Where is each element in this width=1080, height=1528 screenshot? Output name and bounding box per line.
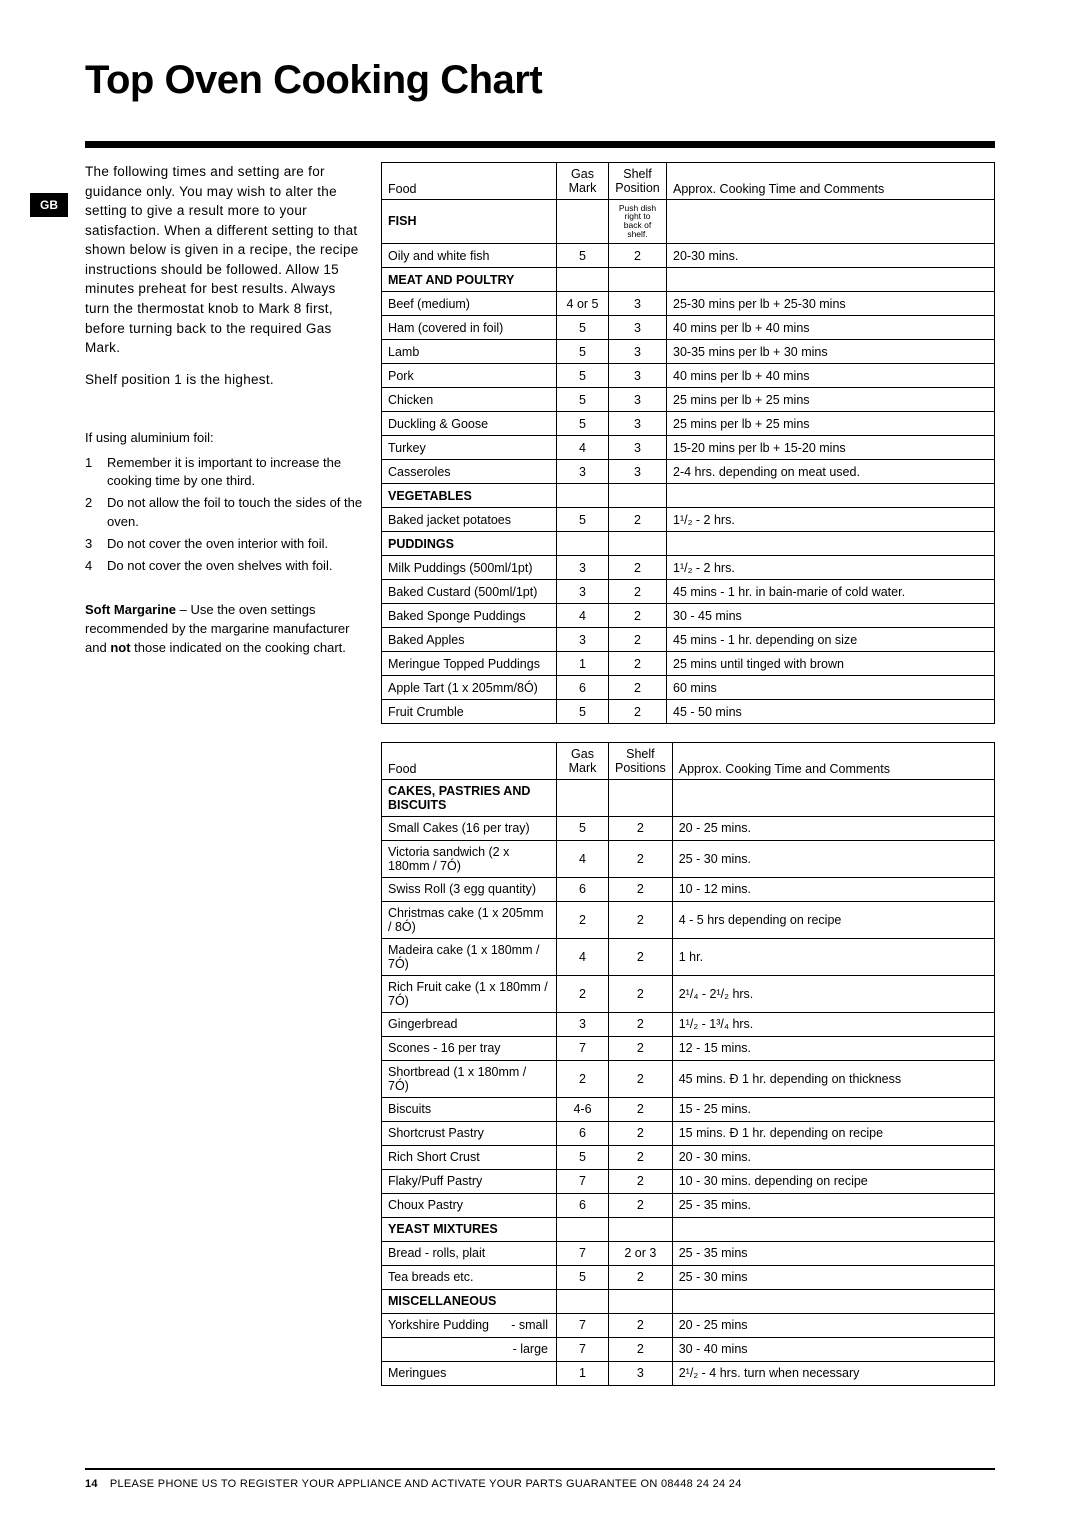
table-row: Yorkshire Pudding- small7220 - 25 mins [382,1313,995,1337]
table-row: Meringues132¹/₂ - 4 hrs. turn when neces… [382,1361,995,1385]
section-row: Vegetables [382,484,995,508]
tables-column: FoodGasMarkShelfPositionApprox. Cooking … [381,162,995,1404]
table-row: Beef (medium)4 or 5325-30 mins per lb + … [382,292,995,316]
table-row: Choux Pastry6225 - 35 mins. [382,1193,995,1217]
table-row: Swiss Roll (3 egg quantity)6210 - 12 min… [382,877,995,901]
table-row: Madeira cake (1 x 180mm / 7Ó)421 hr. [382,938,995,975]
foil-item: 4Do not cover the oven shelves with foil… [85,557,363,575]
intro-column: The following times and setting are for … [85,162,363,658]
col-shelf: ShelfPosition [609,163,667,200]
margarine-not: not [110,640,130,655]
footer-text: PLEASE PHONE US TO REGISTER YOUR APPLIAN… [110,1478,742,1490]
table-header-row: FoodGasMarkShelfPositionsApprox. Cooking… [382,743,995,780]
col-gas: GasMark [557,163,609,200]
section-row: Puddings [382,532,995,556]
table-row: Pork5340 mins per lb + 40 mins [382,364,995,388]
table-row: Meringue Topped Puddings1225 mins until … [382,652,995,676]
cooking-table-2: FoodGasMarkShelfPositionsApprox. Cooking… [381,742,995,1386]
section-row: Cakes, Pastries and Biscuits [382,779,995,816]
table-row: Ham (covered in foil)5340 mins per lb + … [382,316,995,340]
table-row: Baked Sponge Puddings4230 - 45 mins [382,604,995,628]
table-row: Rich Fruit cake (1 x 180mm / 7Ó)222¹/₄ -… [382,975,995,1012]
table-row: Chicken5325 mins per lb + 25 mins [382,388,995,412]
foil-list: 1Remember it is important to increase th… [85,454,363,575]
table-row: - large7230 - 40 mins [382,1337,995,1361]
table-row: Bread - rolls, plait72 or 325 - 35 mins [382,1241,995,1265]
col-food: Food [382,163,557,200]
table-row: Baked Apples3245 mins - 1 hr. depending … [382,628,995,652]
intro-text: The following times and setting are for … [85,162,363,358]
table-row: Victoria sandwich (2 x 180mm / 7Ó)4225 -… [382,840,995,877]
table-row: Gingerbread321¹/₂ - 1³/₄ hrs. [382,1012,995,1036]
table-header-row: FoodGasMarkShelfPositionApprox. Cooking … [382,163,995,200]
foil-item: 3Do not cover the oven interior with foi… [85,535,363,553]
section-row: FishPush dish right to back of shelf. [382,199,995,244]
table-row: Baked Custard (500ml/1pt)3245 mins - 1 h… [382,580,995,604]
title-rule [85,141,995,148]
table-row: Small Cakes (16 per tray)5220 - 25 mins. [382,816,995,840]
table-row: Shortbread (1 x 180mm / 7Ó)2245 mins. Ð … [382,1060,995,1097]
section-row: Miscellaneous [382,1289,995,1313]
table-row: Apple Tart (1 x 205mm/8Ó)6260 mins [382,676,995,700]
margarine-tail: those indicated on the cooking chart. [131,640,346,655]
shelf-note: Shelf position 1 is the highest. [85,370,363,390]
table-row: Milk Puddings (500ml/1pt)321¹/₂ - 2 hrs. [382,556,995,580]
page-footer: 14 PLEASE PHONE US TO REGISTER YOUR APPL… [85,1468,995,1490]
section-row: Yeast Mixtures [382,1217,995,1241]
table-row: Flaky/Puff Pastry7210 - 30 mins. dependi… [382,1169,995,1193]
table-row: Biscuits4-6215 - 25 mins. [382,1097,995,1121]
table-row: Rich Short Crust5220 - 30 mins. [382,1145,995,1169]
col-time: Approx. Cooking Time and Comments [667,163,995,200]
table-row: Christmas cake (1 x 205mm / 8Ó)224 - 5 h… [382,901,995,938]
page-number: 14 [85,1478,98,1490]
table-row: Turkey4315-20 mins per lb + 15-20 mins [382,436,995,460]
section-row: Meat and Poultry [382,268,995,292]
table-row: Duckling & Goose5325 mins per lb + 25 mi… [382,412,995,436]
table-row: Tea breads etc.5225 - 30 mins [382,1265,995,1289]
table-row: Shortcrust Pastry6215 mins. Ð 1 hr. depe… [382,1121,995,1145]
table-row: Baked jacket potatoes521¹/₂ - 2 hrs. [382,508,995,532]
col-food: Food [382,743,557,780]
margarine-bold: Soft Margarine [85,602,176,617]
cooking-table-1: FoodGasMarkShelfPositionApprox. Cooking … [381,162,995,724]
table-row: Fruit Crumble5245 - 50 mins [382,700,995,724]
region-tab: GB [30,193,68,217]
table-row: Scones - 16 per tray7212 - 15 mins. [382,1036,995,1060]
col-shelf: ShelfPositions [609,743,673,780]
table-row: Casseroles332-4 hrs. depending on meat u… [382,460,995,484]
margarine-note: Soft Margarine – Use the oven settings r… [85,601,363,658]
col-time: Approx. Cooking Time and Comments [672,743,994,780]
col-gas: GasMark [557,743,609,780]
foil-heading: If using aluminium foil: [85,429,363,448]
page-title: Top Oven Cooking Chart [85,58,995,103]
foil-item: 2Do not allow the foil to touch the side… [85,494,363,530]
table-row: Oily and white fish5220-30 mins. [382,244,995,268]
foil-item: 1Remember it is important to increase th… [85,454,363,490]
table-row: Lamb5330-35 mins per lb + 30 mins [382,340,995,364]
